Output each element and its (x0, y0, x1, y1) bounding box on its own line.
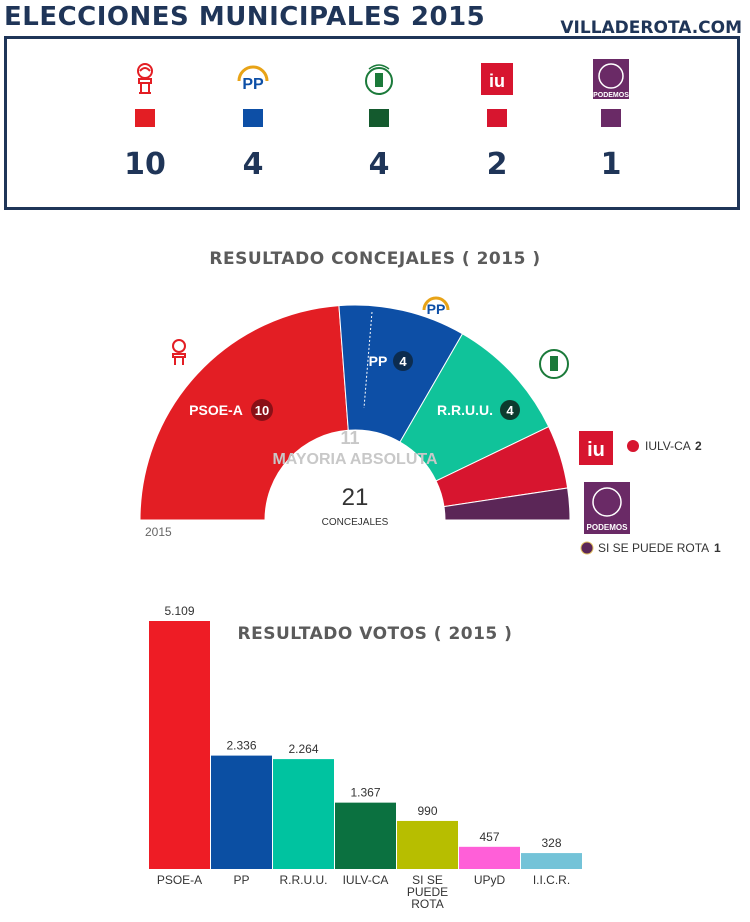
seat-value-pp: 4 (399, 354, 407, 369)
seat-label-rruu: R.R.U.U. 4 (437, 400, 520, 420)
vote-value-label-3: 1.367 (350, 786, 380, 800)
vote-category-label-6-0: I.I.C.R. (533, 873, 570, 887)
chart-year-label: 2015 (145, 525, 172, 539)
vote-bar-0 (149, 621, 210, 869)
pp-icon-small: PP (422, 296, 450, 317)
legend-iulv-name: IULV-CA (645, 439, 691, 453)
vote-bar-2 (273, 759, 334, 869)
podemos-color-swatch (601, 109, 621, 127)
seat-arc-psoe (139, 305, 349, 521)
total-seats: 21 (342, 484, 369, 511)
vote-category-label-4-1: PUEDE (407, 885, 448, 899)
svg-text:PODEMOS: PODEMOS (587, 523, 629, 532)
votes-bar-chart: 5.109 PSOE-A 2.336 PP 2.264 R.R.U.U. 1.367 IULV… (149, 604, 582, 911)
vote-bar-3 (335, 802, 396, 869)
votes-chart-title: RESULTADO VOTOS ( 2015 ) (237, 624, 513, 644)
page-title: ELECCIONES MUNICIPALES 2015 (4, 2, 486, 32)
podemos-icon-small: PODEMOS (584, 482, 630, 534)
vote-value-label-1: 2.336 (226, 739, 256, 753)
podemos-icon: PODEMOS (593, 59, 629, 99)
legend-iulv: IULV-CA 2 (627, 439, 702, 453)
seat-value-psoe: 10 (255, 403, 269, 418)
rruu-seats: 4 (368, 147, 390, 182)
seat-label-pp: PP 4 (369, 351, 413, 371)
iu-color-swatch (487, 109, 507, 127)
pp-seats: 4 (242, 147, 264, 182)
seat-label-rruu-text: R.R.U.U. (437, 402, 493, 418)
vote-value-label-2: 2.264 (288, 742, 318, 756)
psoe-color-swatch (135, 109, 155, 127)
vote-category-label-5-0: UPyD (474, 873, 506, 887)
seat-value-rruu: 4 (506, 403, 514, 418)
seat-label-psoe: PSOE-A 10 (189, 399, 273, 421)
seats-chart-title: RESULTADO CONCEJALES ( 2015 ) (209, 249, 541, 269)
vote-value-label-5: 457 (479, 830, 499, 844)
majority-line (363, 311, 373, 409)
majority-label: MAYORIA ABSOLUTA (272, 451, 437, 468)
pp-color-swatch (243, 109, 263, 127)
vote-bar-1 (211, 755, 272, 869)
vote-bar-5 (459, 846, 520, 869)
iu-seats: 2 (486, 147, 508, 182)
pp-icon: PP (237, 65, 269, 93)
vote-category-label-3-0: IULV-CA (343, 873, 389, 887)
vote-bar-4 (397, 820, 458, 869)
vote-value-label-4: 990 (417, 804, 437, 818)
legend-sisepuede-value: 1 (714, 541, 721, 555)
majority-value: 11 (340, 428, 359, 448)
vote-value-label-0: 5.109 (164, 604, 194, 618)
svg-text:PP: PP (427, 301, 446, 317)
vote-category-label-4-0: SI SE (412, 873, 443, 887)
site-name[interactable]: VILLADEROTA.COM (560, 18, 742, 38)
iu-icon: iu (481, 63, 513, 95)
vote-value-label-6: 328 (541, 836, 561, 850)
seat-label-psoe-text: PSOE-A (189, 402, 243, 418)
seats-donut-chart: PSOE-A 10 PP 4 R.R.U.U. 4 11 MAYORIA ABS… (139, 296, 721, 555)
vote-category-label-2-0: R.R.U.U. (280, 873, 328, 887)
vote-category-label-1-0: PP (233, 873, 249, 887)
vote-category-label-4-2: ROTA (411, 897, 443, 911)
svg-text:PP: PP (242, 76, 264, 93)
iu-icon-small: iu (579, 431, 613, 465)
legend-iulv-value: 2 (695, 439, 702, 453)
legend-sisepuede-name: SI SE PUEDE ROTA (598, 541, 709, 555)
psoe-rose-icon-small (172, 339, 186, 365)
legend-sisepuede: SI SE PUEDE ROTA 1 (580, 541, 721, 555)
psoe-seats: 10 (124, 147, 166, 182)
seat-label-pp-text: PP (369, 353, 388, 369)
reteros-unidos-icon-small (539, 349, 569, 379)
vote-category-label-0-0: PSOE-A (157, 873, 202, 887)
total-seats-label: CONCEJALES (322, 517, 389, 528)
podemos-seats: 1 (600, 147, 622, 182)
svg-text:iu: iu (587, 439, 605, 461)
vote-bar-6 (521, 853, 582, 869)
rruu-color-swatch (369, 109, 389, 127)
psoe-rose-icon (137, 63, 153, 94)
svg-text:PODEMOS: PODEMOS (593, 92, 629, 99)
reteros-unidos-icon (365, 64, 393, 95)
seat-arc-sisepuede (443, 487, 571, 521)
seats-summary-panel: 10 PP 4 4 iu 2 PODEMOS 1 (4, 36, 740, 210)
svg-text:iu: iu (489, 71, 505, 91)
